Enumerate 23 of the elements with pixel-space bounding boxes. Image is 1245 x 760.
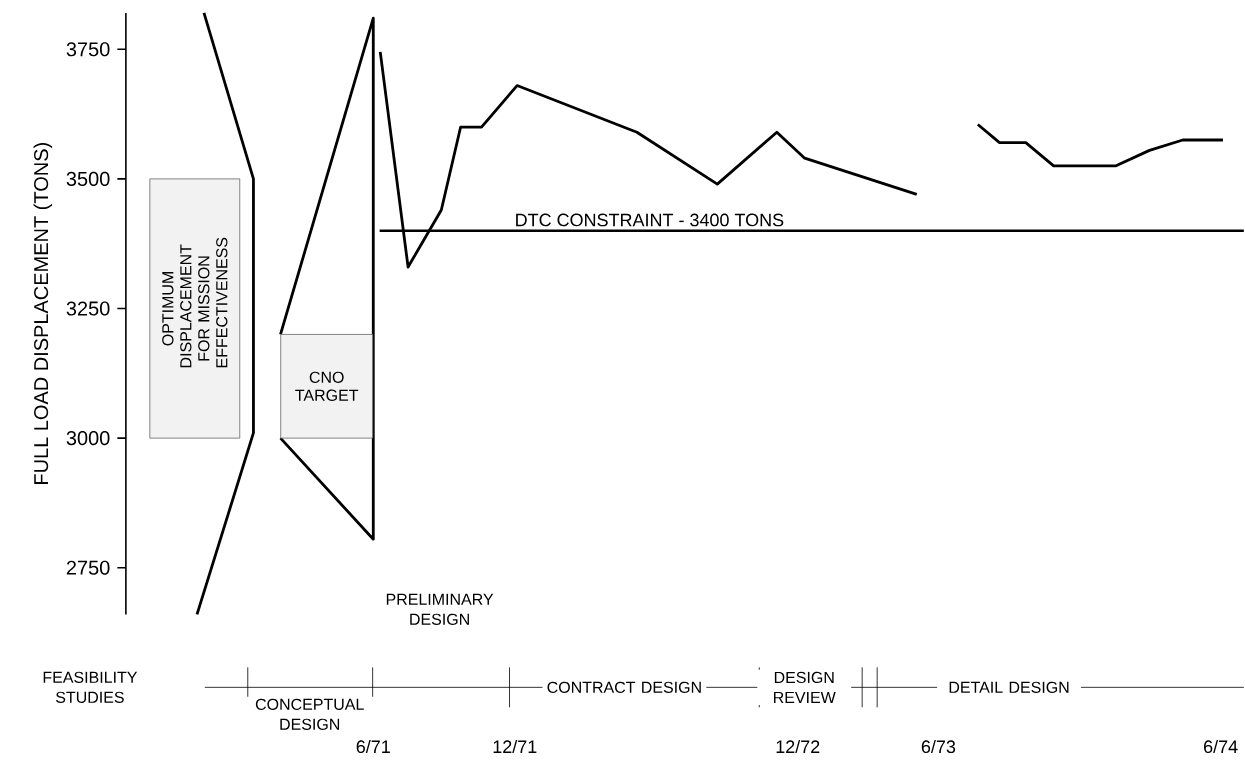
text: CONTRACT DESIGN bbox=[547, 681, 701, 694]
text: FEASIBILITY STUDIES bbox=[43, 671, 138, 704]
band-label: OPTIMUM DISPLACEMENT FOR MISSION EFFECTIVENESS bbox=[162, 237, 228, 368]
y-tick-label: 3000 bbox=[66, 431, 110, 446]
annotation: PRELIMINARY DESIGN bbox=[386, 593, 494, 626]
x-tick-label: 12/71 bbox=[493, 740, 537, 754]
line-series bbox=[279, 16, 375, 541]
y-axis-title: FULL LOAD DISPLACEMENT (TONS) bbox=[33, 143, 53, 485]
y-tick-label: 3250 bbox=[66, 301, 110, 316]
y-tick-label: 3500 bbox=[66, 171, 110, 187]
x-tick-label: 6/73 bbox=[921, 740, 956, 754]
line-series bbox=[195, 11, 255, 616]
line-series bbox=[976, 123, 1225, 168]
x-tick-label: 6/71 bbox=[356, 740, 390, 754]
y-tick-label: 3750 bbox=[66, 42, 110, 57]
ref-line-label: DTC CONSTRAINT - 3400 TONS bbox=[516, 213, 784, 227]
band-label: CNO TARGET bbox=[295, 371, 359, 402]
y-tick-label: 2750 bbox=[66, 560, 110, 575]
x-tick-label: 12/72 bbox=[776, 740, 820, 754]
x-tick-label: 6/74 bbox=[1204, 740, 1238, 754]
text: DETAIL DESIGN bbox=[949, 681, 1069, 694]
text: CONCEPTUAL DESIGN bbox=[255, 698, 364, 731]
text: DESIGN REVIEW bbox=[774, 671, 836, 704]
